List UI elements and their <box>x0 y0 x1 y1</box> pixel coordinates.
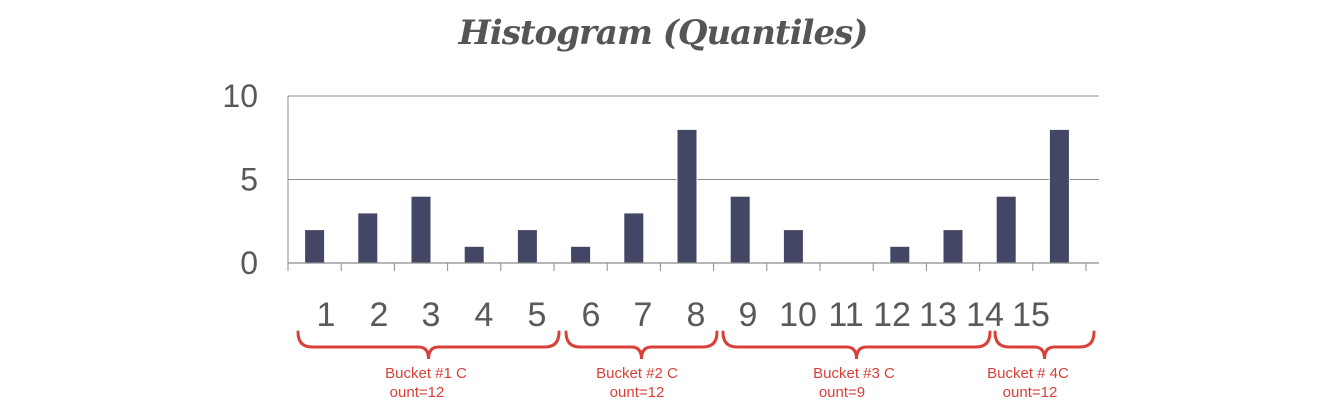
bar <box>463 245 485 264</box>
x-tick-label: 5 <box>528 296 547 334</box>
bucket-label-line1: Bucket #1 C <box>385 365 467 382</box>
bucket-bracket <box>564 330 719 360</box>
bar <box>676 128 698 264</box>
bucket-label-line1: Bucket # 4C <box>987 365 1069 382</box>
x-tick-label: 11 <box>828 296 863 334</box>
x-tick-label: 8 <box>687 296 706 334</box>
bar <box>357 212 379 264</box>
bar <box>410 195 432 264</box>
bar <box>942 229 964 264</box>
x-tick-label: 12 <box>873 296 911 334</box>
bucket-label-line1: Bucket #2 C <box>596 365 678 382</box>
x-tick-label: 14 <box>966 296 1004 334</box>
bucket-bracket <box>721 330 992 360</box>
bar <box>304 229 326 264</box>
bucket-brackets <box>296 330 1096 360</box>
x-tick-label: 2 <box>370 296 389 334</box>
bar <box>995 195 1017 264</box>
y-tick-label: 0 <box>240 245 258 281</box>
x-tick-label: 4 <box>475 296 494 334</box>
bar <box>782 229 804 264</box>
y-tick-label: 10 <box>222 78 258 114</box>
bar <box>570 245 592 264</box>
x-tick-label: 7 <box>634 296 653 334</box>
bucket-bracket <box>993 330 1096 360</box>
x-tick-label: 9 <box>739 296 758 334</box>
x-tick-label: 10 <box>779 296 817 334</box>
bar <box>623 212 645 264</box>
bar <box>889 245 911 264</box>
x-tick-label: 1 <box>317 296 336 334</box>
bucket-label-line2: ount=12 <box>390 384 445 401</box>
bucket-label-line2: ount=9 <box>819 384 865 401</box>
bars <box>304 128 1070 264</box>
bar <box>729 195 751 264</box>
bucket-labels: Bucket #1 C ount=12 Bucket #2 C ount=12 Buck… <box>385 365 1069 401</box>
bucket-bracket <box>296 330 561 360</box>
x-axis <box>287 262 1099 271</box>
bar <box>516 229 538 264</box>
x-tick-label: 13 <box>919 296 957 334</box>
y-tick-label: 5 <box>240 162 258 198</box>
x-tick-label: 15 <box>1012 296 1050 334</box>
chart-title: Histogram (Quantiles) <box>458 13 868 53</box>
bar <box>1048 128 1070 264</box>
bucket-label-line2: ount=12 <box>610 384 665 401</box>
x-tick-label: 3 <box>422 296 441 334</box>
x-tick-label: 6 <box>582 296 601 334</box>
x-axis-tick-labels: 1 2 3 4 5 6 7 8 9 10 11 12 13 14 15 <box>317 296 1050 334</box>
bucket-label-line2: ount=12 <box>1003 384 1058 401</box>
bucket-label-line1: Bucket #3 C <box>813 365 895 382</box>
y-axis-tick-labels: 0 5 10 <box>222 78 258 281</box>
